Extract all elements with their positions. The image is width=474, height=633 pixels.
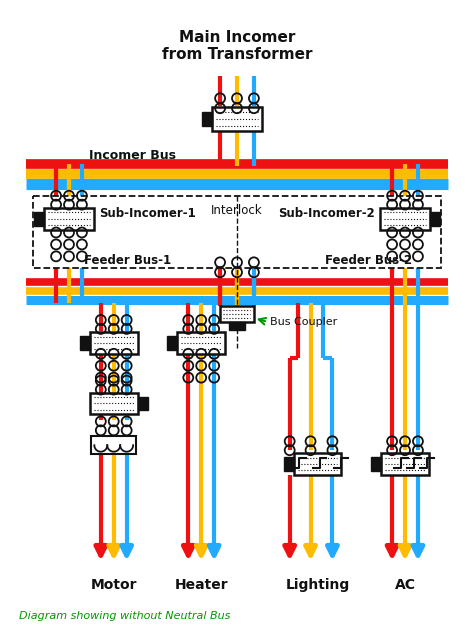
Bar	[202, 112, 212, 126]
Bar	[381, 453, 429, 475]
Bar	[167, 336, 177, 350]
Text: Feeder Bus-2: Feeder Bus-2	[326, 254, 412, 267]
Text: AC: AC	[394, 579, 416, 592]
Text: Sub-Incomer-2: Sub-Incomer-2	[278, 207, 375, 220]
Bar	[212, 107, 262, 131]
Text: Diagram showing without Neutral Bus: Diagram showing without Neutral Bus	[19, 611, 231, 621]
Text: Lighting: Lighting	[285, 579, 350, 592]
Text: Heater: Heater	[174, 579, 228, 592]
Bar	[90, 392, 137, 415]
Bar	[90, 332, 137, 354]
Bar	[430, 211, 440, 225]
Text: Sub-Incomer-1: Sub-Incomer-1	[99, 207, 196, 220]
Bar	[44, 208, 94, 230]
Text: Motor: Motor	[91, 579, 137, 592]
Text: Main Incomer
from Transformer: Main Incomer from Transformer	[162, 30, 312, 62]
Bar	[34, 211, 44, 225]
Bar	[380, 208, 430, 230]
Bar	[80, 336, 90, 350]
Bar	[220, 306, 254, 322]
Bar	[137, 396, 147, 410]
Bar	[91, 436, 136, 454]
Bar	[294, 453, 341, 475]
Text: Bus Coupler: Bus Coupler	[270, 317, 337, 327]
Bar	[229, 322, 245, 330]
Text: Feeder Bus-1: Feeder Bus-1	[84, 254, 171, 267]
Text: Incomer Bus: Incomer Bus	[89, 149, 176, 163]
Bar	[33, 196, 441, 268]
Text: Interlock: Interlock	[211, 204, 263, 216]
Bar	[284, 457, 294, 471]
Bar	[177, 332, 225, 354]
Bar	[371, 457, 381, 471]
